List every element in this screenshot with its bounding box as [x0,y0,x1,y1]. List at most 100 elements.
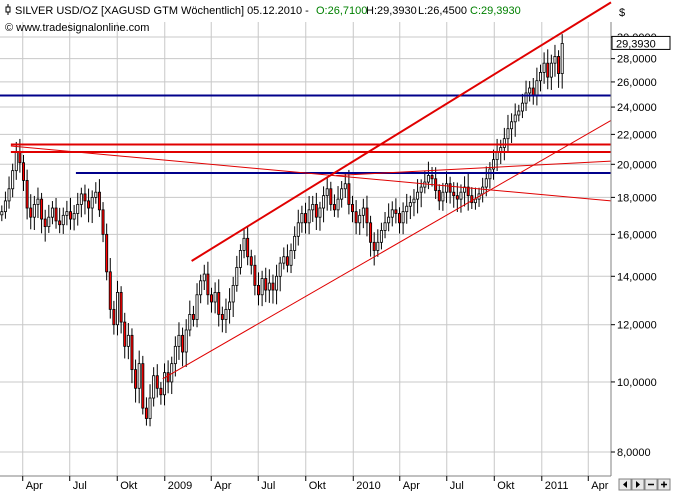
candle [166,360,170,394]
candle [130,328,134,384]
candle [235,255,239,292]
candle [322,186,326,223]
candle [0,205,4,222]
x-tick-label: Apr [591,480,608,491]
candle [246,226,250,266]
candle [163,363,166,406]
candle [307,196,311,235]
candle [123,312,127,359]
candle [466,173,470,211]
candle [210,287,213,313]
candle [202,264,206,291]
x-tick-label: Okt [120,480,137,491]
candle [22,154,25,192]
candle [58,207,62,234]
candle [351,195,354,223]
low-value: L:26,4500 [418,5,467,17]
candle [206,261,210,305]
candle [365,195,369,237]
candle [405,193,409,224]
candle [459,184,463,213]
candle [101,202,105,243]
y-tick-label: 20,0000 [617,159,657,171]
candle [557,50,561,88]
candle [546,49,550,90]
candle [285,244,289,273]
high-value: H:29,3930 [366,5,417,17]
candle [470,187,474,210]
candle [72,204,76,231]
candle [304,202,307,234]
candle [441,182,445,211]
chart-header: SILVER USD/OZ [XAGUSD GTM Wöchentlich] 0… [5,4,521,34]
candle [376,229,380,257]
y-tick-label: 26,0000 [617,77,657,89]
candle [343,172,347,198]
x-tick-label: Apr [403,480,420,491]
candle [398,207,401,234]
candle [76,192,80,226]
candle [90,190,94,224]
candle [112,300,116,335]
fan-line-down-line [10,145,612,202]
candle [36,187,40,218]
candle [275,264,279,305]
scroll-left-button[interactable] [618,478,632,491]
y-tick-label: 8,0000 [617,447,651,459]
candle [242,229,246,259]
candle [7,176,11,209]
candle [199,274,203,304]
candle [336,186,340,218]
candle [506,114,510,153]
candle [510,113,514,143]
candle [408,195,412,220]
candle [369,215,373,257]
candle [87,188,91,223]
candle [379,222,383,250]
candle [97,179,101,217]
zoom-out-button[interactable] [644,478,658,491]
candle [278,256,282,292]
grid [0,22,611,476]
candle [144,397,148,426]
candle [188,300,192,337]
candle [311,195,315,222]
candle [253,255,257,296]
candle [137,350,141,404]
candle [228,288,232,324]
candle [560,34,564,89]
candle [148,384,152,427]
candle [383,212,387,239]
y-tick-label: 28,0000 [617,54,657,66]
candle [11,163,15,198]
watermark: © www.tradesignalonline.com [5,22,149,34]
candle [195,283,199,328]
currency-symbol: $ [619,7,625,19]
candle [390,201,394,227]
candle [249,249,253,275]
candle [83,184,87,215]
scroll-right-button[interactable] [631,478,645,491]
candle [126,323,130,360]
candle [191,305,195,327]
candle [340,181,344,208]
candle [401,202,405,235]
candle [264,267,268,303]
candle [54,197,58,229]
instrument-title: SILVER USD/OZ [XAGUSD GTM Wöchentlich] 0… [15,5,309,17]
candle [325,176,329,211]
x-tick-label: 2009 [168,480,192,491]
candle [40,192,44,234]
candle [520,93,524,119]
candle [134,359,138,403]
candle [289,243,293,274]
candle [448,176,452,204]
candle [173,336,177,377]
candle [372,232,376,266]
candlestick-series [0,34,564,427]
x-tick-label: 2011 [545,480,569,491]
candle [445,171,448,203]
zoom-in-button[interactable] [657,478,671,491]
close-value: C:29,3930 [470,5,521,17]
